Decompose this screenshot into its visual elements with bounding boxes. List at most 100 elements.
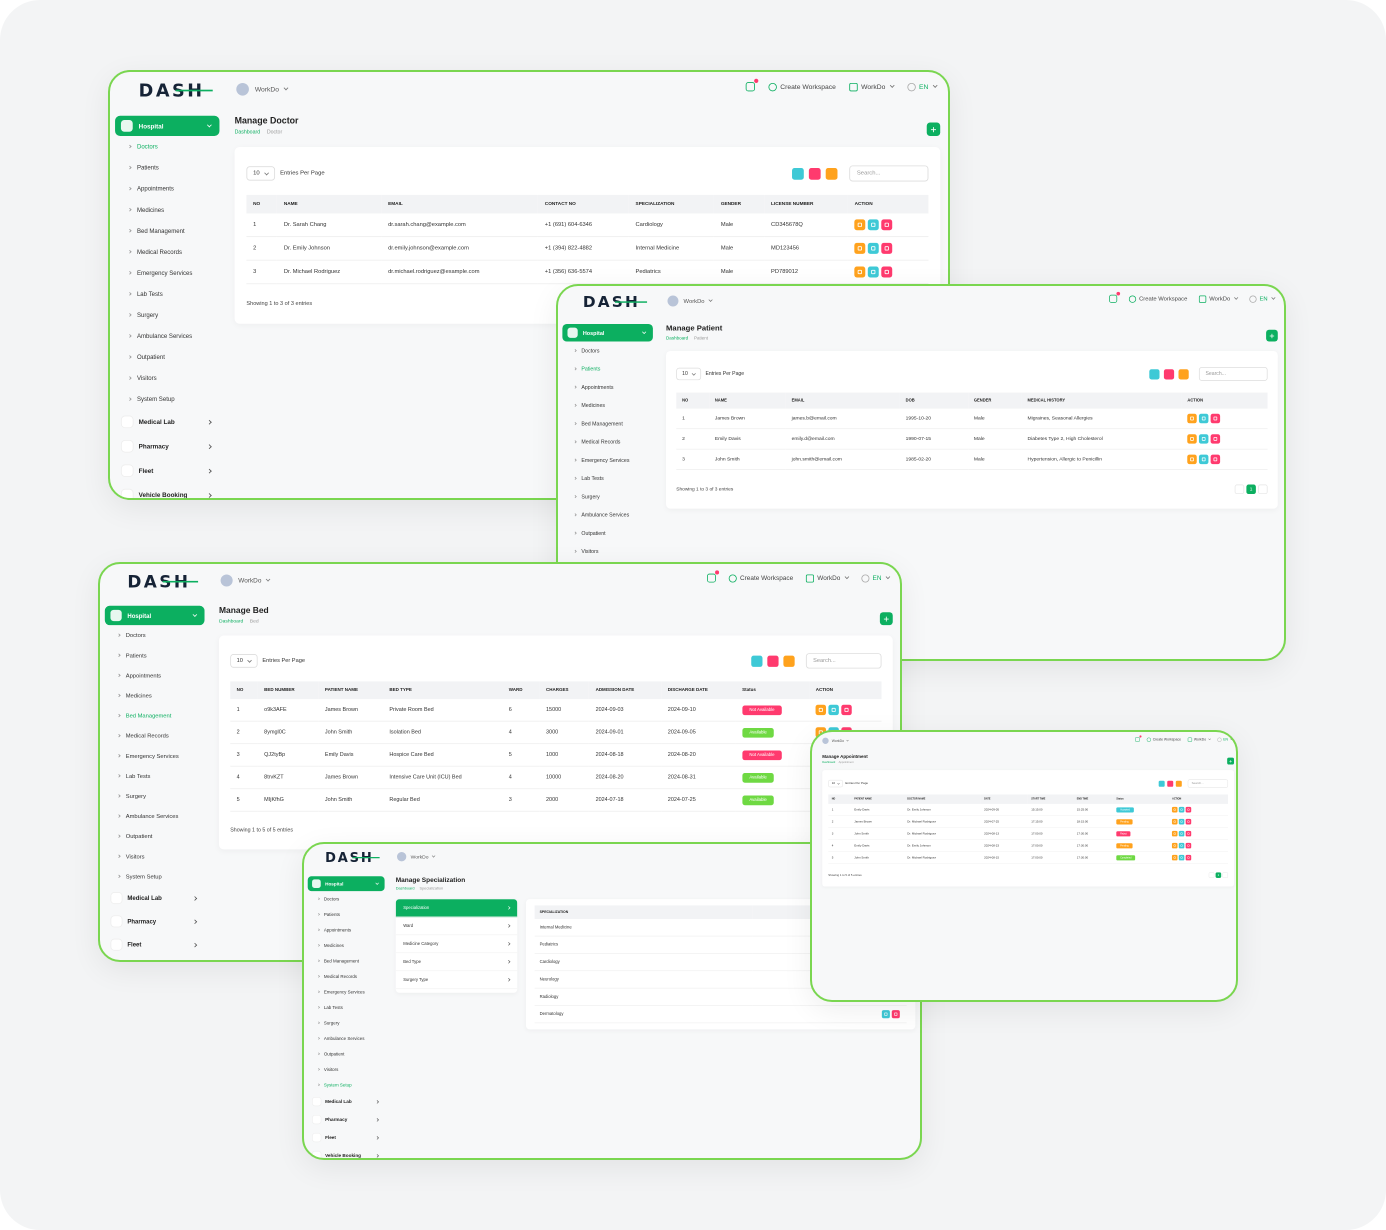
workspace-selector[interactable]: WorkDo bbox=[397, 852, 435, 862]
action-button[interactable] bbox=[1199, 434, 1209, 444]
menu-group[interactable]: Hospital bbox=[115, 115, 220, 136]
action-button[interactable] bbox=[854, 242, 866, 254]
notification-bell[interactable] bbox=[707, 570, 720, 583]
toolbar-button[interactable] bbox=[1175, 780, 1182, 787]
menu-item[interactable]: Outpatient bbox=[105, 826, 205, 846]
menu-module[interactable]: Medical Lab bbox=[105, 886, 205, 909]
workspace-switcher[interactable]: WorkDo bbox=[1199, 295, 1238, 303]
menu-item[interactable]: Medical Records bbox=[105, 726, 205, 746]
menu-item[interactable]: Medical Records bbox=[115, 241, 219, 262]
page-number[interactable]: 1 bbox=[1246, 484, 1256, 495]
action-button[interactable] bbox=[868, 219, 879, 231]
breadcrumb-item[interactable]: Dashboard bbox=[395, 886, 415, 891]
menu-item[interactable]: Visitors bbox=[115, 368, 219, 389]
menu-module[interactable]: Pharmacy bbox=[115, 434, 219, 458]
page-number[interactable]: 1 bbox=[1215, 872, 1222, 878]
action-button[interactable] bbox=[881, 266, 893, 278]
menu-item[interactable]: Medical Records bbox=[562, 433, 653, 451]
action-button[interactable] bbox=[841, 704, 852, 716]
menu-module[interactable]: Fleet bbox=[105, 933, 205, 956]
menu-item[interactable]: Doctors bbox=[308, 891, 385, 907]
action-button[interactable] bbox=[1185, 842, 1192, 849]
breadcrumb-item[interactable]: Doctor bbox=[266, 129, 283, 136]
language-selector[interactable]: EN bbox=[907, 82, 937, 91]
menu-item[interactable]: Emergency Services bbox=[308, 984, 385, 1000]
menu-item[interactable]: Lab Tests bbox=[308, 1000, 385, 1016]
create-workspace[interactable]: Create Workspace bbox=[768, 82, 836, 91]
menu-item[interactable]: Surgery bbox=[115, 304, 219, 325]
page-next[interactable] bbox=[1222, 872, 1229, 878]
settings-menu-item[interactable]: Bed Type bbox=[395, 953, 518, 972]
breadcrumb-item[interactable]: Dashboard bbox=[666, 335, 689, 341]
menu-item[interactable]: Ambulance Services bbox=[115, 325, 219, 346]
workspace-selector[interactable]: WorkDo bbox=[220, 574, 270, 587]
add-button[interactable] bbox=[1266, 329, 1278, 342]
create-workspace[interactable]: Create Workspace bbox=[1146, 737, 1181, 742]
page-prev[interactable] bbox=[1208, 872, 1215, 878]
breadcrumb-item[interactable]: Bed bbox=[249, 618, 259, 625]
entries-select[interactable]: 10 bbox=[676, 367, 702, 381]
toolbar-button[interactable] bbox=[1178, 368, 1189, 380]
menu-item[interactable]: Medicines bbox=[308, 938, 385, 954]
breadcrumb-item[interactable]: Dashboard bbox=[218, 618, 244, 625]
action-button[interactable] bbox=[868, 266, 879, 278]
menu-item[interactable]: Ambulance Services bbox=[562, 506, 653, 524]
add-button[interactable] bbox=[926, 122, 941, 136]
page-next[interactable] bbox=[1258, 484, 1268, 495]
breadcrumb-item[interactable]: Dashboard bbox=[234, 129, 261, 136]
entries-select[interactable]: 10 bbox=[230, 654, 258, 668]
search-input[interactable]: Search... bbox=[1187, 779, 1229, 788]
breadcrumb-item[interactable]: Specialization bbox=[419, 886, 444, 891]
menu-item[interactable]: Medicines bbox=[562, 396, 653, 414]
menu-item[interactable]: Visitors bbox=[562, 542, 653, 560]
menu-module[interactable]: Medical Lab bbox=[308, 1093, 385, 1111]
settings-menu-item[interactable]: Specialization bbox=[395, 899, 518, 918]
toolbar-button[interactable] bbox=[1149, 368, 1160, 380]
menu-item[interactable]: Emergency Services bbox=[115, 262, 219, 283]
entries-select[interactable]: 10 bbox=[246, 166, 276, 181]
menu-item[interactable]: Lab Tests bbox=[115, 283, 219, 304]
menu-group[interactable]: Hospital bbox=[307, 876, 385, 892]
action-button[interactable] bbox=[1199, 413, 1209, 424]
menu-item[interactable]: Doctors bbox=[105, 625, 205, 645]
menu-item[interactable]: Appointments bbox=[562, 378, 653, 396]
action-button[interactable] bbox=[1178, 830, 1185, 837]
menu-item[interactable]: Lab Tests bbox=[562, 469, 653, 487]
menu-item[interactable]: Medicines bbox=[115, 199, 219, 220]
breadcrumb-item[interactable]: Appointment bbox=[838, 761, 854, 765]
action-button[interactable] bbox=[1185, 818, 1192, 825]
menu-module[interactable]: Pharmacy bbox=[105, 910, 205, 933]
action-button[interactable] bbox=[1185, 830, 1192, 837]
workspace-switcher[interactable]: WorkDo bbox=[806, 574, 848, 583]
action-button[interactable] bbox=[828, 704, 840, 716]
action-button[interactable] bbox=[1172, 818, 1178, 825]
action-button[interactable] bbox=[1185, 854, 1192, 861]
toolbar-button[interactable] bbox=[792, 167, 804, 180]
action-button[interactable] bbox=[1172, 806, 1178, 813]
menu-module[interactable]: Fleet bbox=[115, 458, 219, 482]
action-button[interactable] bbox=[1178, 842, 1185, 849]
search-input[interactable]: Search... bbox=[805, 653, 882, 669]
action-button[interactable] bbox=[1178, 806, 1185, 813]
workspace-switcher[interactable]: WorkDo bbox=[849, 82, 893, 91]
breadcrumb-item[interactable]: Dashboard bbox=[822, 761, 836, 765]
menu-module[interactable]: Pharmacy bbox=[308, 1111, 385, 1129]
workspace-switcher[interactable]: WorkDo bbox=[1187, 737, 1211, 742]
action-button[interactable] bbox=[1172, 830, 1178, 837]
menu-item[interactable]: Visitors bbox=[308, 1062, 385, 1078]
menu-item[interactable]: Surgery bbox=[308, 1015, 385, 1031]
action-button[interactable] bbox=[1210, 434, 1221, 444]
toolbar-button[interactable] bbox=[783, 655, 795, 667]
action-button[interactable] bbox=[881, 219, 893, 231]
breadcrumb-item[interactable]: Patient bbox=[693, 335, 709, 341]
menu-group[interactable]: Hospital bbox=[562, 323, 653, 342]
action-button[interactable] bbox=[1178, 854, 1185, 861]
workspace-selector[interactable]: WorkDo bbox=[667, 295, 712, 307]
action-button[interactable] bbox=[1172, 854, 1178, 861]
menu-item[interactable]: Bed Management bbox=[562, 414, 653, 432]
action-button[interactable] bbox=[891, 1010, 900, 1019]
menu-item[interactable]: System Setup bbox=[105, 866, 205, 886]
toolbar-button[interactable] bbox=[808, 167, 821, 180]
notification-bell[interactable] bbox=[1109, 291, 1121, 303]
action-button[interactable] bbox=[1187, 454, 1197, 465]
